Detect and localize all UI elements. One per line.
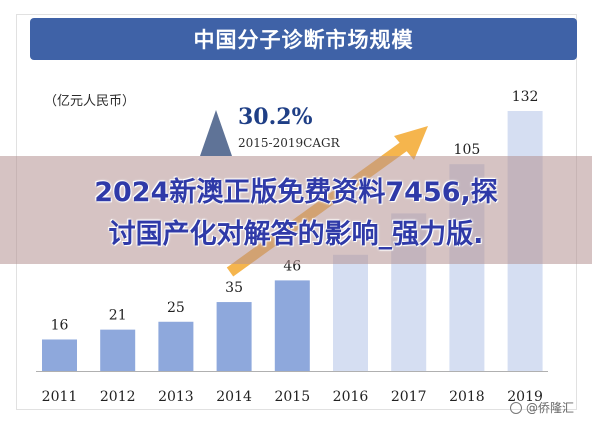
x-tick-label-2015: 2015 (274, 389, 310, 405)
data-label-2018: 105 (454, 142, 481, 158)
bar-2013 (158, 321, 194, 371)
data-label-2012: 21 (109, 308, 127, 324)
watermark: @侨隆汇 (509, 399, 574, 416)
bar-2011 (42, 339, 77, 371)
chart-title: 中国分子诊断市场规模 (193, 27, 414, 52)
overlay-line-1: 2024新澳正版免费资料7456,探 (94, 177, 498, 208)
x-tick-label-2013: 2013 (158, 389, 194, 405)
x-tick-label-2012: 2012 (100, 389, 136, 405)
data-label-2019: 132 (512, 89, 539, 105)
x-tick-label-2019: 2019 (507, 389, 543, 405)
data-label-2011: 16 (51, 317, 69, 333)
cagr-label: 2015-2019CAGR (238, 136, 340, 150)
x-tick-label-2018: 2018 (449, 389, 485, 405)
title-bar: 中国分子诊断市场规模 (30, 18, 577, 60)
x-tick-label-2016: 2016 (333, 389, 369, 405)
watermark-icon (509, 401, 522, 414)
bar-2016 (333, 254, 368, 371)
data-label-2013: 25 (167, 300, 185, 316)
cagr-triangle-icon (200, 110, 232, 156)
watermark-text: @侨隆汇 (525, 401, 574, 415)
growth-arrow-head (394, 126, 428, 160)
bar-2014 (216, 302, 252, 371)
x-tick-label-2011: 2011 (42, 389, 78, 405)
x-tick-label-2017: 2017 (391, 389, 427, 405)
data-label-2014: 35 (225, 280, 243, 296)
bar-2012 (100, 329, 136, 371)
cagr-value: 30.2% (238, 104, 313, 130)
overlay-line-2: 讨国产化对解答的影响_强力版. (108, 219, 484, 250)
bar-2015 (274, 280, 310, 371)
x-tick-label-2014: 2014 (216, 389, 252, 405)
unit-label: （亿元人民币） (44, 94, 136, 109)
overlay-banner (0, 156, 592, 264)
